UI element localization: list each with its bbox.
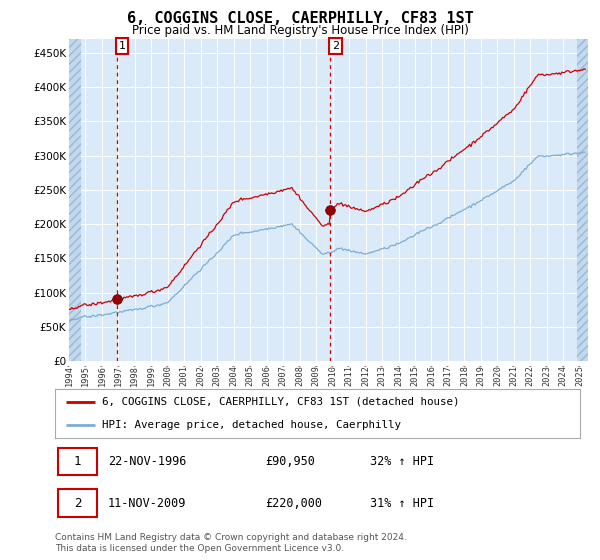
Text: 2019: 2019 xyxy=(476,365,485,386)
Text: 2: 2 xyxy=(74,497,81,510)
FancyBboxPatch shape xyxy=(58,489,97,517)
Text: 2005: 2005 xyxy=(246,365,255,386)
Text: 1994: 1994 xyxy=(65,365,74,386)
Text: 32% ↑ HPI: 32% ↑ HPI xyxy=(370,455,434,468)
Text: 1: 1 xyxy=(74,455,81,468)
Bar xyxy=(577,39,588,361)
Text: 2025: 2025 xyxy=(575,365,584,386)
Text: 2017: 2017 xyxy=(443,365,452,386)
Text: 2003: 2003 xyxy=(213,365,222,386)
Text: 31% ↑ HPI: 31% ↑ HPI xyxy=(370,497,434,510)
Text: 2021: 2021 xyxy=(509,365,518,386)
Text: 2018: 2018 xyxy=(460,365,469,386)
Text: 2020: 2020 xyxy=(493,365,502,386)
Text: 2000: 2000 xyxy=(163,365,172,386)
Text: 2016: 2016 xyxy=(427,365,436,386)
Text: HPI: Average price, detached house, Caerphilly: HPI: Average price, detached house, Caer… xyxy=(103,419,401,430)
Text: £90,950: £90,950 xyxy=(265,455,315,468)
Text: 1999: 1999 xyxy=(147,365,156,386)
Text: 2024: 2024 xyxy=(559,365,568,386)
Text: 1996: 1996 xyxy=(97,365,106,386)
Text: 1995: 1995 xyxy=(81,365,90,386)
Text: 2012: 2012 xyxy=(361,365,370,386)
Text: 1: 1 xyxy=(118,41,125,51)
Text: 22-NOV-1996: 22-NOV-1996 xyxy=(108,455,186,468)
Text: 2007: 2007 xyxy=(278,365,287,386)
Text: 2004: 2004 xyxy=(229,365,238,386)
Text: 11-NOV-2009: 11-NOV-2009 xyxy=(108,497,186,510)
Bar xyxy=(69,39,82,361)
Text: 2011: 2011 xyxy=(344,365,353,386)
Text: 2001: 2001 xyxy=(180,365,189,386)
Text: 2010: 2010 xyxy=(328,365,337,386)
Text: 2014: 2014 xyxy=(394,365,403,386)
Text: 1997: 1997 xyxy=(114,365,123,386)
Text: 6, COGGINS CLOSE, CAERPHILLY, CF83 1ST (detached house): 6, COGGINS CLOSE, CAERPHILLY, CF83 1ST (… xyxy=(103,397,460,407)
Text: 2013: 2013 xyxy=(377,365,386,386)
Text: 2: 2 xyxy=(332,41,339,51)
Text: 2008: 2008 xyxy=(295,365,304,386)
Text: 2009: 2009 xyxy=(311,365,320,386)
Text: £220,000: £220,000 xyxy=(265,497,322,510)
Text: Price paid vs. HM Land Registry's House Price Index (HPI): Price paid vs. HM Land Registry's House … xyxy=(131,24,469,37)
Text: Contains HM Land Registry data © Crown copyright and database right 2024.
This d: Contains HM Land Registry data © Crown c… xyxy=(55,533,407,553)
Text: 2022: 2022 xyxy=(526,365,535,386)
Text: 6, COGGINS CLOSE, CAERPHILLY, CF83 1ST: 6, COGGINS CLOSE, CAERPHILLY, CF83 1ST xyxy=(127,11,473,26)
Text: 2023: 2023 xyxy=(542,365,551,386)
Text: 2015: 2015 xyxy=(410,365,419,386)
FancyBboxPatch shape xyxy=(58,447,97,475)
Text: 1998: 1998 xyxy=(130,365,139,386)
Text: 2002: 2002 xyxy=(196,365,205,386)
Text: 2006: 2006 xyxy=(262,365,271,386)
